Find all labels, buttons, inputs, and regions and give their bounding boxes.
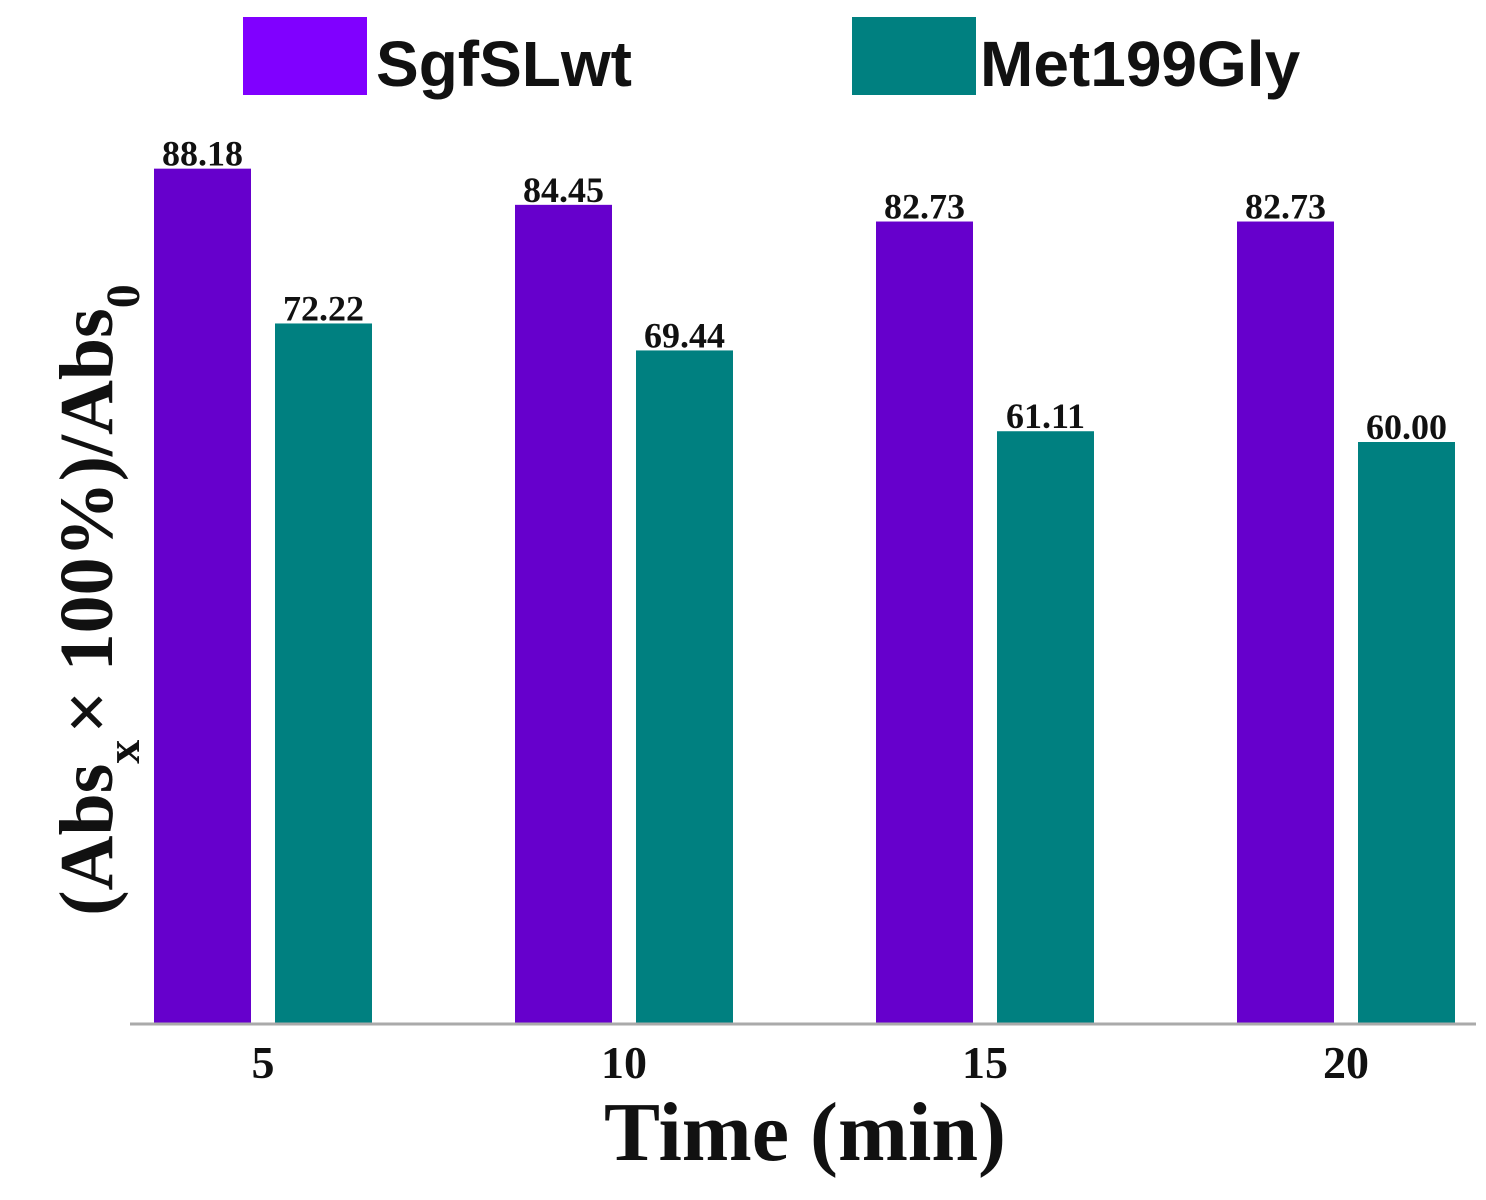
value-labels: 88.18 72.22 84.45 69.44 82.73 61.11 82.73 60.00 bbox=[162, 134, 1447, 447]
bar-met199gly-15 bbox=[997, 431, 1094, 1024]
bars bbox=[154, 168, 1455, 1025]
bar-met199gly-10 bbox=[636, 350, 733, 1024]
value-label-sgfslwt-5: 88.18 bbox=[162, 134, 243, 174]
bar-sgfslwt-15 bbox=[876, 221, 973, 1025]
x-axis-title: Time (min) bbox=[604, 1086, 1006, 1179]
legend-label-sgfslwt: SgfSLwt bbox=[376, 28, 632, 100]
x-tick-label-10: 10 bbox=[601, 1037, 647, 1088]
value-label-met199gly-15: 61.11 bbox=[1006, 396, 1085, 436]
value-label-sgfslwt-10: 84.45 bbox=[523, 170, 604, 210]
x-tick-label-20: 20 bbox=[1323, 1037, 1369, 1088]
legend-label-met199gly: Met199Gly bbox=[980, 28, 1301, 100]
legend: SgfSLwt Met199Gly bbox=[243, 17, 1301, 100]
bar-sgfslwt-10 bbox=[515, 204, 612, 1024]
bar-sgfslwt-20 bbox=[1237, 221, 1334, 1025]
y-axis-title: (Absx× 100%)/Abs0 bbox=[45, 284, 150, 916]
bar-sgfslwt-5 bbox=[154, 168, 251, 1025]
bar-met199gly-20 bbox=[1358, 442, 1455, 1024]
value-label-sgfslwt-20: 82.73 bbox=[1245, 187, 1326, 227]
x-tick-labels: 5 10 15 20 bbox=[252, 1037, 1370, 1088]
value-label-sgfslwt-15: 82.73 bbox=[884, 187, 965, 227]
x-tick-label-15: 15 bbox=[962, 1037, 1008, 1088]
value-label-met199gly-5: 72.22 bbox=[283, 288, 364, 328]
legend-swatch-sgfslwt bbox=[243, 17, 367, 95]
x-tick-label-5: 5 bbox=[252, 1037, 275, 1088]
legend-swatch-met199gly bbox=[852, 17, 976, 95]
value-label-met199gly-20: 60.00 bbox=[1366, 407, 1447, 447]
value-label-met199gly-10: 69.44 bbox=[644, 315, 725, 355]
bar-met199gly-5 bbox=[275, 323, 372, 1024]
